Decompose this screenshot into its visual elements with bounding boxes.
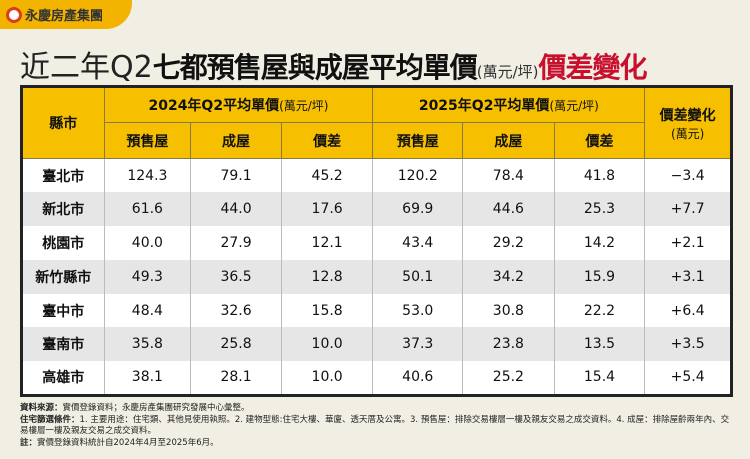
page-title: 近二年Q2 七都預售屋與成屋平均單價 (萬元/坪) 價差變化: [20, 42, 648, 86]
value-cell: 40.6: [372, 361, 463, 396]
title-part2: 七都預售屋與成屋平均單價: [152, 51, 478, 84]
value-cell: 124.3: [103, 158, 191, 193]
table-row: 臺南市 35.8 25.8 10.0 37.3 23.8 13.5 +3.5: [21, 327, 732, 362]
value-cell: 27.9: [190, 226, 282, 260]
value-cell: 10.0: [280, 327, 373, 362]
value-cell: 44.0: [190, 192, 282, 227]
value-cell: +2.1: [644, 226, 732, 260]
value-cell: +3.1: [644, 259, 732, 294]
value-cell: 25.2: [462, 361, 555, 396]
footnotes: 資料來源：實價登錄資料；永慶房產集團研究發展中心彙整。 住宅篩選條件：1. 主要…: [20, 403, 735, 449]
value-cell: 35.8: [103, 327, 191, 362]
value-cell: 45.2: [280, 158, 373, 193]
value-cell: 25.8: [190, 327, 282, 362]
sub-header-presale-2024: 預售屋: [103, 122, 192, 159]
value-cell: 36.5: [190, 259, 282, 294]
group-2024-header: 2024年Q2平均單價(萬元/坪): [103, 86, 374, 123]
value-cell: 15.9: [553, 259, 645, 294]
county-header: 縣市: [21, 86, 105, 159]
county-cell: 臺北市: [21, 158, 105, 193]
county-cell: 桃園市: [21, 226, 105, 260]
value-cell: 69.9: [372, 192, 463, 227]
title-part1: 近二年Q2: [20, 50, 153, 85]
county-cell: 臺中市: [21, 293, 105, 328]
change-header: 價差變化 (萬元): [644, 86, 732, 159]
sub-header-existing-2024: 成屋: [190, 122, 282, 159]
value-cell: 28.1: [190, 361, 282, 396]
value-cell: 78.4: [462, 158, 555, 193]
filter-note: 住宅篩選條件：1. 主要用途：住宅類、其他見使用執照。2. 建物型態:住宅大樓、…: [20, 414, 730, 437]
county-cell: 臺南市: [21, 327, 105, 362]
county-cell: 新竹縣市: [21, 259, 105, 294]
value-cell: 43.4: [372, 226, 463, 260]
value-cell: +6.4: [644, 293, 732, 328]
sub-header-gap-2024: 價差: [280, 122, 374, 159]
source-note: 資料來源：實價登錄資料；永慶房產集團研究發展中心彙整。: [20, 403, 250, 413]
value-cell: 50.1: [372, 259, 463, 294]
value-cell: 120.2: [372, 158, 463, 193]
value-cell: 12.8: [280, 259, 373, 294]
value-cell: 22.2: [553, 293, 645, 328]
value-cell: 44.6: [462, 192, 555, 227]
value-cell: 30.8: [462, 293, 555, 328]
table-row: 高雄市 38.1 28.1 10.0 40.6 25.2 15.4 +5.4: [21, 361, 732, 396]
value-cell: 34.2: [462, 259, 555, 294]
logo-mark-icon: [6, 6, 22, 23]
period-note: 註：實價登錄資料統計自2024年4月至2025年6月。: [20, 437, 219, 448]
title-unit: (萬元/坪): [476, 63, 539, 81]
table-row: 新北市 61.6 44.0 17.6 69.9 44.6 25.3 +7.7: [21, 192, 732, 227]
value-cell: +7.7: [644, 192, 732, 227]
brand-logo: 永慶房產集團: [0, 0, 132, 29]
table-row: 臺北市 124.3 79.1 45.2 120.2 78.4 41.8 −3.4: [21, 158, 732, 193]
value-cell: +3.5: [644, 327, 732, 362]
table-row: 新竹縣市 49.3 36.5 12.8 50.1 34.2 15.9 +3.1: [21, 259, 732, 294]
value-cell: 32.6: [190, 293, 282, 328]
value-cell: 14.2: [553, 226, 645, 260]
value-cell: 12.1: [280, 226, 373, 260]
value-cell: 13.5: [553, 327, 645, 362]
value-cell: 37.3: [372, 327, 463, 362]
value-cell: 29.2: [462, 226, 555, 260]
brand-name: 永慶房產集團: [25, 9, 104, 24]
value-cell: 10.0: [280, 361, 373, 396]
sub-header-presale-2025: 預售屋: [372, 122, 464, 159]
title-part3: 價差變化: [538, 51, 647, 84]
value-cell: 38.1: [103, 361, 191, 396]
value-cell: 23.8: [462, 327, 555, 362]
value-cell: 49.3: [103, 259, 191, 294]
sub-header-existing-2025: 成屋: [462, 122, 555, 159]
value-cell: −3.4: [644, 158, 732, 193]
county-cell: 新北市: [21, 192, 105, 227]
group-2025-header: 2025年Q2平均單價(萬元/坪): [372, 86, 646, 123]
value-cell: 79.1: [190, 158, 282, 193]
value-cell: 15.4: [553, 361, 645, 396]
sub-header-gap-2025: 價差: [553, 122, 646, 159]
table-row: 臺中市 48.4 32.6 15.8 53.0 30.8 22.2 +6.4: [21, 293, 732, 328]
price-table: 縣市 2024年Q2平均單價(萬元/坪) 2025年Q2平均單價(萬元/坪) 價…: [20, 85, 733, 397]
county-cell: 高雄市: [21, 361, 105, 396]
value-cell: 48.4: [103, 293, 191, 328]
value-cell: 53.0: [372, 293, 463, 328]
value-cell: 61.6: [103, 192, 191, 227]
value-cell: 17.6: [280, 192, 373, 227]
value-cell: 41.8: [553, 158, 645, 193]
value-cell: 15.8: [280, 293, 373, 328]
value-cell: +5.4: [644, 361, 732, 396]
value-cell: 40.0: [103, 226, 191, 260]
table-row: 桃園市 40.0 27.9 12.1 43.4 29.2 14.2 +2.1: [21, 226, 732, 260]
value-cell: 25.3: [553, 192, 645, 227]
